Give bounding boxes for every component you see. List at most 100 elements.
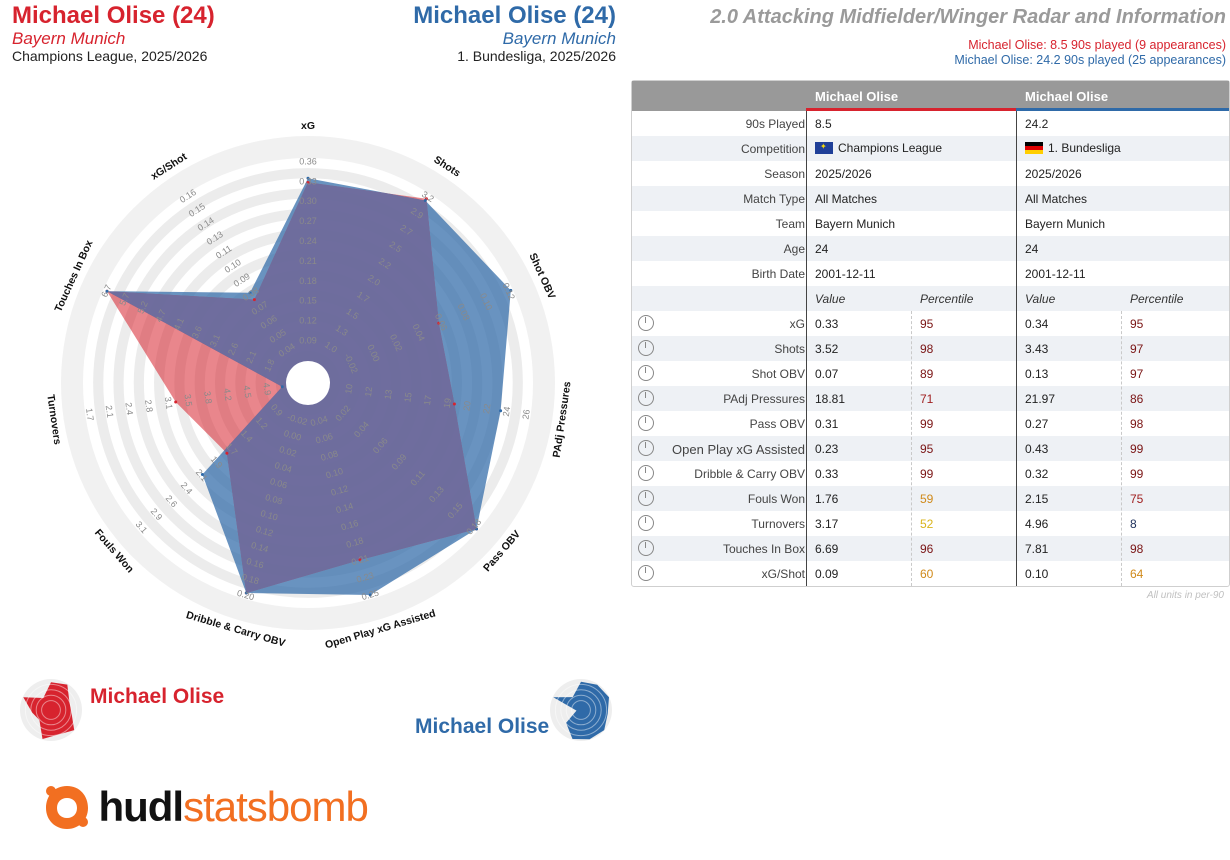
player1-percentile: 95 bbox=[920, 442, 934, 456]
brand-hudl: hudl bbox=[98, 783, 184, 830]
metric-gauge-icon bbox=[638, 440, 654, 456]
stat-label: Dribble & Carry OBV bbox=[694, 467, 805, 481]
radar-polygons bbox=[105, 176, 513, 597]
player2-summary: Michael Olise: 24.2 90s played (25 appea… bbox=[954, 53, 1226, 67]
table-row: Age 24 24 bbox=[632, 236, 1229, 261]
player1-name: Michael Olise (24) bbox=[12, 2, 215, 29]
player1-stat-value: 1.76 bbox=[815, 492, 839, 506]
table-row: Birth Date 2001-12-11 2001-12-11 bbox=[632, 261, 1229, 286]
radar-tick-label: 4.5 bbox=[242, 385, 254, 399]
radar-tick-label: 12 bbox=[363, 386, 374, 397]
comparison-table: Michael Olise Michael Olise 90s Played 8.… bbox=[631, 80, 1230, 587]
player2-percentile: 97 bbox=[1130, 367, 1144, 381]
series2-point bbox=[423, 199, 427, 202]
radar-tick-label: 0.06 bbox=[269, 476, 289, 491]
percentile-column-header: Percentile bbox=[920, 292, 974, 306]
player2-value: 24 bbox=[1025, 242, 1038, 256]
player1-percentile: 60 bbox=[920, 567, 934, 581]
stat-row: Turnovers 3.17 52 4.96 8 bbox=[632, 511, 1229, 536]
player1-stat-value: 6.69 bbox=[815, 542, 839, 556]
player1-competition: Champions League, 2025/2026 bbox=[12, 48, 208, 64]
player1-stat-value: 3.52 bbox=[815, 342, 839, 356]
player2-competition: 1. Bundesliga, 2025/2026 bbox=[457, 48, 616, 64]
player1-value-text: All Matches bbox=[815, 192, 878, 206]
player1-percentile: 89 bbox=[920, 367, 934, 381]
legend-player2-radar-icon-ring bbox=[560, 689, 602, 731]
player1-value: All Matches bbox=[815, 192, 877, 206]
metric-gauge-icon bbox=[638, 540, 654, 556]
radar-tick-label: 0.15 bbox=[299, 296, 317, 306]
radar-tick-label: 0.18 bbox=[299, 276, 317, 286]
radar-tick-label: 4.1 bbox=[172, 316, 186, 332]
radar-tick-label: 2.1 bbox=[244, 349, 258, 365]
radar-tick-label: 3.5 bbox=[182, 393, 194, 407]
stat-row: Pass OBV 0.31 99 0.27 98 bbox=[632, 411, 1229, 436]
radar-tick-label: 0.00 bbox=[283, 428, 303, 443]
metric-gauge-icon bbox=[638, 315, 654, 331]
radar-tick-label: 10 bbox=[343, 383, 354, 394]
radar-tick-label: 4.9 bbox=[261, 382, 273, 396]
radar-tick-label: 0.25 bbox=[360, 588, 380, 603]
player1-percentile: 99 bbox=[920, 467, 934, 481]
radar-tick-label: 0.30 bbox=[299, 196, 317, 206]
radar-tick-label: 0.08 bbox=[264, 492, 284, 507]
player2-stat-value: 21.97 bbox=[1025, 392, 1056, 406]
value-column-header: Value bbox=[815, 292, 846, 306]
radar-tick-label: 0.02 bbox=[278, 444, 298, 459]
radar-tick-label: 0.04 bbox=[273, 460, 293, 475]
player2-value: All Matches bbox=[1025, 192, 1087, 206]
series1-point bbox=[452, 402, 456, 406]
player2-name: Michael Olise (24) bbox=[413, 2, 616, 29]
player2-team: Bayern Munich bbox=[502, 29, 616, 48]
table-row: Season 2025/2026 2025/2026 bbox=[632, 161, 1229, 186]
series1-point bbox=[225, 451, 229, 455]
legend-player2: Michael Olise bbox=[415, 715, 550, 738]
row-label: 90s Played bbox=[745, 117, 805, 131]
radar-tick-label: 2.8 bbox=[143, 399, 155, 413]
radar-tick-label: 5.7 bbox=[117, 291, 131, 307]
stat-row: Shot OBV 0.07 89 0.13 97 bbox=[632, 361, 1229, 386]
series2-point bbox=[306, 176, 310, 180]
radar-tick-label: 0.27 bbox=[299, 216, 317, 226]
player1-percentile: 98 bbox=[920, 342, 934, 356]
stat-row: xG 0.33 95 0.34 95 bbox=[632, 311, 1229, 336]
table-header: Michael Olise Michael Olise bbox=[632, 81, 1229, 111]
row-label: Competition bbox=[740, 142, 805, 156]
player1-value: Bayern Munich bbox=[815, 217, 895, 231]
player2-value-text: 2025/2026 bbox=[1025, 167, 1082, 181]
series1-point bbox=[358, 558, 362, 562]
player2-stat-value: 0.10 bbox=[1025, 567, 1049, 581]
player1-stat-value: 0.09 bbox=[815, 567, 839, 581]
player2-stat-value: 0.27 bbox=[1025, 417, 1049, 431]
player2-value: Bayern Munich bbox=[1025, 217, 1105, 231]
radar-tick-label: 0.09 bbox=[299, 335, 317, 345]
radar-tick-label: 0.06 bbox=[314, 431, 334, 446]
player1-stat-value: 0.23 bbox=[815, 442, 839, 456]
series1-point bbox=[252, 298, 256, 302]
hudl-statsbomb-logo: hudlstatsbomb bbox=[42, 782, 369, 832]
radar-tick-label: 0.24 bbox=[299, 236, 317, 246]
metric-gauge-icon bbox=[638, 365, 654, 381]
radar-tick-label: 24 bbox=[501, 406, 512, 417]
column-divider bbox=[806, 111, 807, 586]
player2-stat-value: 2.15 bbox=[1025, 492, 1049, 506]
player2-stat-value: 4.96 bbox=[1025, 517, 1049, 531]
player2-stat-value: 0.32 bbox=[1025, 467, 1049, 481]
player1-percentile: 96 bbox=[920, 542, 934, 556]
radar-tick-label: 4.2 bbox=[222, 388, 234, 402]
radar-tick-label: 19 bbox=[442, 397, 453, 408]
player1-percentile: 52 bbox=[920, 517, 934, 531]
legend-player1-radar-icon-ring bbox=[30, 689, 72, 731]
player1-stat-value: 3.17 bbox=[815, 517, 839, 531]
legend-player2-radar-icon-ring bbox=[571, 700, 591, 720]
radar-tick-label: 0.23 bbox=[355, 570, 375, 585]
metric-gauge-icon bbox=[638, 515, 654, 531]
player2-percentile: 75 bbox=[1130, 492, 1144, 506]
metric-gauge-icon bbox=[638, 465, 654, 481]
series1-point bbox=[174, 400, 178, 404]
player2-percentile: 99 bbox=[1130, 442, 1144, 456]
metric-gauge-icon bbox=[638, 490, 654, 506]
player1-percentile: 95 bbox=[920, 317, 934, 331]
radar-axis-label: Turnovers bbox=[44, 394, 63, 446]
eu-flag-icon bbox=[815, 142, 833, 154]
